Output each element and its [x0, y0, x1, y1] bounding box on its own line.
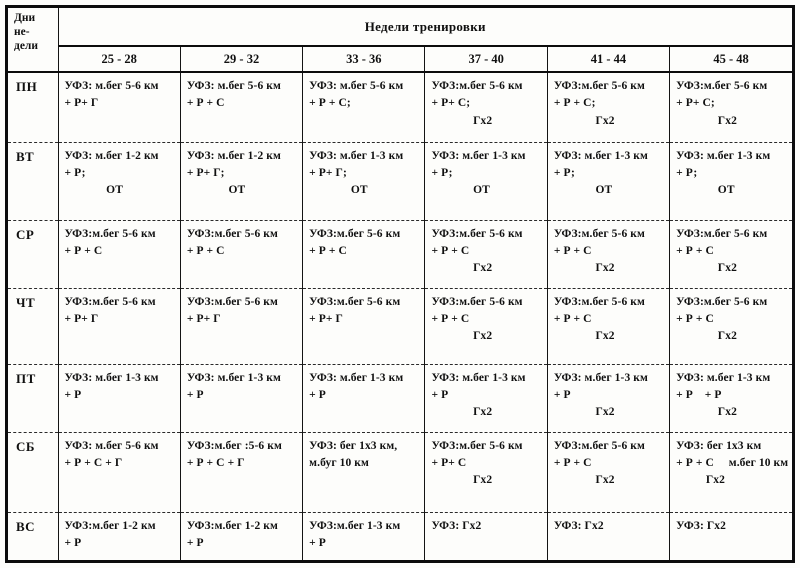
- day-cell: СБ: [8, 432, 59, 512]
- day-cell: ПН: [8, 72, 59, 142]
- schedule-cell: УФЗ:м.бег 5-6 км + Р + С Гх2: [676, 295, 768, 343]
- day-cell: ПТ: [8, 364, 59, 432]
- schedule-cell: УФЗ: Гх2: [424, 512, 548, 560]
- week-range-header-4: 37 - 40: [424, 46, 548, 73]
- header-row-main: Дни не- дели Недели тренировки: [8, 8, 792, 73]
- schedule-cell: УФЗ: м.бег 1-3 км + Р Гх2: [424, 364, 548, 432]
- schedule-cell: УФЗ: м.бег 5-6 км + Р + С + Г: [58, 432, 181, 512]
- schedule-cell: УФЗ:м.бег 5-6 км + Р+ С; Гх2: [676, 80, 768, 127]
- schedule-cell: УФЗ: м.бег 5-6 км + Р+ Г: [58, 72, 181, 142]
- schedule-cell: УФЗ:м.бег 5-6 км + Р + С Гх2: [424, 288, 548, 364]
- schedule-cell: УФЗ:м.бег 5-6 км + Р + С; Гх2: [547, 72, 671, 142]
- day-cell: ЧТ: [8, 288, 59, 364]
- schedule-cell: УФЗ: м.бег 1-3 км + Р: [302, 364, 426, 432]
- table-row-wednesday: СР УФЗ:м.бег 5-6 км + Р + С УФЗ:м.бег 5-…: [8, 220, 792, 288]
- schedule-cell: УФЗ:м.бег 5-6 км + Р+ Г: [58, 288, 181, 364]
- schedule-cell: УФЗ:м.бег 1-2 км + Р: [58, 512, 181, 560]
- schedule-cell: УФЗ: м.бег 1-3 км + Р; ОТ: [424, 142, 548, 220]
- schedule-cell: УФЗ: м.бег 1-3 км + Р: [58, 364, 181, 432]
- schedule-cell: УФЗ: м.бег 1-3 км + Р + Р Гх2: [676, 371, 771, 419]
- header-row-weeks: 25 - 28 29 - 32 33 - 36 37 - 40 41 - 44 …: [8, 46, 792, 73]
- schedule-cell: УФЗ:м.бег 5-6 км + Р + С Гх2: [424, 220, 548, 288]
- day-cell: ВТ: [8, 142, 59, 220]
- week-range-header-1: 25 - 28: [58, 46, 181, 73]
- schedule-cell: УФЗ:м.бег 5-6 км + Р + С: [180, 220, 304, 288]
- table-row-tuesday: ВТ УФЗ: м.бег 1-2 км + Р; ОТ УФЗ: м.бег …: [8, 142, 792, 220]
- schedule-cell: УФЗ:м.бег 1-3 км + Р: [302, 512, 426, 560]
- schedule-cell: УФЗ: м.бег 1-3 км + Р; ОТ: [676, 149, 771, 197]
- schedule-cell: УФЗ: м.бег 1-3 км + Р; ОТ: [547, 142, 671, 220]
- week-range-header-2: 29 - 32: [180, 46, 304, 73]
- table-row-saturday: СБ УФЗ: м.бег 5-6 км + Р + С + Г УФЗ:м.б…: [8, 432, 792, 512]
- schedule-cell: УФЗ:м.бег 5-6 км + Р + С Гх2: [547, 220, 671, 288]
- schedule-cell: УФЗ:м.бег 5-6 км + Р + С: [58, 220, 181, 288]
- schedule-cell: УФЗ: м.бег 1-3 км + Р Гх2: [547, 364, 671, 432]
- week-range-header-5: 41 - 44: [547, 46, 671, 73]
- training-schedule-table: Дни не- дели Недели тренировки 25 - 28 2…: [8, 8, 792, 560]
- schedule-cell: УФЗ: м.бег 1-3 км + Р: [180, 364, 304, 432]
- schedule-cell: УФЗ: Гх2: [676, 519, 726, 532]
- schedule-cell: УФЗ:м.бег 1-2 км + Р: [180, 512, 304, 560]
- schedule-cell: УФЗ:м.бег :5-6 км + Р + С + Г: [180, 432, 304, 512]
- schedule-cell: УФЗ:м.бег 5-6 км + Р+ С; Гх2: [424, 72, 548, 142]
- weeks-main-header: Недели тренировки: [58, 8, 792, 47]
- schedule-cell: УФЗ: м.бег 5-6 км + Р + С: [180, 72, 304, 142]
- schedule-cell: УФЗ: м.бег 1-2 км + Р+ Г; ОТ: [180, 142, 304, 220]
- schedule-cell: УФЗ:м.бег 5-6 км + Р+ Г: [180, 288, 304, 364]
- day-column-header: Дни не- дели: [8, 8, 59, 73]
- schedule-cell: УФЗ:м.бег 5-6 км + Р + С Гх2: [676, 227, 768, 275]
- table-row-sunday: ВС УФЗ:м.бег 1-2 км + Р УФЗ:м.бег 1-2 км…: [8, 512, 792, 560]
- table-row-thursday: ЧТ УФЗ:м.бег 5-6 км + Р+ Г УФЗ:м.бег 5-6…: [8, 288, 792, 364]
- schedule-cell: УФЗ:м.бег 5-6 км + Р+ Г: [302, 288, 426, 364]
- schedule-cell: УФЗ: м.бег 1-3 км + Р+ Г; ОТ: [302, 142, 426, 220]
- week-range-header-6: 45 - 48: [669, 46, 792, 73]
- schedule-cell: УФЗ: Гх2: [547, 512, 671, 560]
- week-range-header-3: 33 - 36: [302, 46, 426, 73]
- schedule-cell: УФЗ:м.бег 5-6 км + Р + С: [302, 220, 426, 288]
- schedule-cell: УФЗ: м.бег 1-2 км + Р; ОТ: [58, 142, 181, 220]
- schedule-cell: УФЗ: бег 1х3 км + Р + С м.бег 10 км Гх2: [676, 439, 789, 487]
- day-cell: ВС: [8, 512, 59, 560]
- table-row-friday: ПТ УФЗ: м.бег 1-3 км + Р УФЗ: м.бег 1-3 …: [8, 364, 792, 432]
- schedule-cell: УФЗ:м.бег 5-6 км + Р + С Гх2: [547, 288, 671, 364]
- schedule-cell: УФЗ: м.бег 5-6 км + Р + С;: [302, 72, 426, 142]
- table-frame: Дни не- дели Недели тренировки 25 - 28 2…: [5, 5, 795, 563]
- day-cell: СР: [8, 220, 59, 288]
- table-row-monday: ПН УФЗ: м.бег 5-6 км + Р+ Г УФЗ: м.бег 5…: [8, 72, 792, 142]
- schedule-cell: УФЗ: бег 1х3 км, м.буг 10 км: [302, 432, 426, 512]
- schedule-cell: УФЗ:м.бег 5-6 км + Р + С Гх2: [547, 432, 671, 512]
- schedule-cell: УФЗ:м.бег 5-6 км + Р+ С Гх2: [424, 432, 548, 512]
